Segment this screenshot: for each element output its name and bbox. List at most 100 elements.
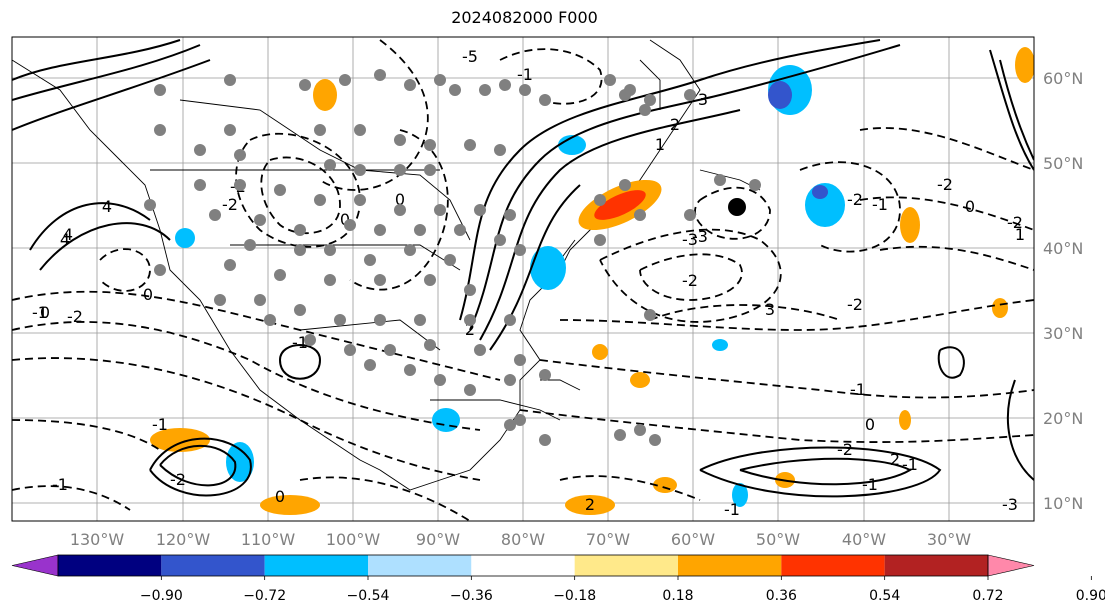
observation-dot: [374, 224, 386, 236]
contour-label: -1: [872, 195, 888, 214]
observation-dot: [254, 294, 266, 306]
contour-labels: -54-220-3-1-20-24321-3-2-10-1023-10-2-1-…: [32, 47, 1025, 519]
contour-label: -2: [682, 271, 698, 290]
observation-dot: [464, 139, 476, 151]
contour-label: 1: [1015, 225, 1025, 244]
contour-label: -1: [724, 500, 740, 519]
longitude-label: 90°W: [416, 530, 460, 549]
observation-dot: [434, 374, 446, 386]
latitude-label: 30°N: [1043, 324, 1083, 343]
contour-label: 2: [465, 320, 475, 339]
contour-label: -2: [170, 470, 186, 489]
observation-dot: [234, 179, 246, 191]
contour-label: -1: [517, 65, 533, 84]
observation-dot: [424, 274, 436, 286]
observation-dot: [154, 84, 166, 96]
observation-dot: [294, 304, 306, 316]
observation-dot: [224, 74, 236, 86]
colorbar-segment: [161, 555, 265, 576]
longitude-label: 80°W: [501, 530, 545, 549]
observation-dot: [499, 79, 511, 91]
observation-dot: [594, 234, 606, 246]
observation-dot: [374, 274, 386, 286]
observation-dot: [299, 79, 311, 91]
shaded-anomalies: [150, 47, 1034, 515]
contour-label: -1: [292, 333, 308, 352]
observation-dot: [514, 414, 526, 426]
latitude-label: 20°N: [1043, 409, 1083, 428]
observation-dot: [494, 234, 506, 246]
observation-dot: [464, 314, 476, 326]
contour-label: 2: [890, 450, 900, 469]
latitude-label: 40°N: [1043, 239, 1083, 258]
observation-dot: [194, 179, 206, 191]
observation-dot: [154, 264, 166, 276]
observation-dot: [474, 344, 486, 356]
colorbar-tick-label: 0.36: [766, 588, 797, 604]
observation-dot: [644, 94, 656, 106]
contour-label: 3: [698, 90, 708, 109]
contour-label: -2: [847, 295, 863, 314]
contour-label: 4: [102, 197, 112, 216]
observation-dot: [444, 254, 456, 266]
colorbar-tick-label: −0.54: [347, 588, 390, 604]
observation-dot: [684, 209, 696, 221]
observation-dot: [519, 84, 531, 96]
observation-dot: [314, 124, 326, 136]
observation-dot: [504, 314, 516, 326]
observation-dot: [464, 284, 476, 296]
contour-label: 0: [395, 190, 405, 209]
contour-label: 0: [40, 303, 50, 322]
observation-dot: [209, 209, 221, 221]
latitude-axis: 60°N 50°N 40°N 30°N 20°N 10°N: [1043, 69, 1083, 513]
contour-label: -1: [902, 455, 918, 474]
colorbar-tick-label: −0.72: [243, 588, 286, 604]
observation-dot: [604, 74, 616, 86]
observation-dot: [264, 314, 276, 326]
observation-dot: [504, 374, 516, 386]
observation-dot: [194, 144, 206, 156]
observation-dot: [384, 344, 396, 356]
longitude-label: 110°W: [241, 530, 296, 549]
observation-dot: [464, 384, 476, 396]
longitude-label: 40°W: [842, 530, 886, 549]
longitude-label: 120°W: [156, 530, 211, 549]
contour-label: -2: [222, 195, 238, 214]
observation-dot: [394, 134, 406, 146]
colorbar-segment: [781, 555, 885, 576]
observation-dot: [394, 164, 406, 176]
observation-dot: [434, 74, 446, 86]
observation-dot: [504, 419, 516, 431]
colorbar-ticks: −0.90 −0.72 −0.54 −0.36 −0.18 0.18 0.36 0.54 0.7…: [140, 576, 1105, 604]
observation-dot: [224, 259, 236, 271]
longitude-label: 60°W: [671, 530, 715, 549]
observation-dot: [304, 334, 316, 346]
observation-dot: [424, 139, 436, 151]
contour-label: -2: [837, 440, 853, 459]
observation-dot: [494, 144, 506, 156]
observation-dot: [714, 174, 726, 186]
contour-label: -1: [32, 303, 48, 322]
longitude-label: 130°W: [70, 530, 125, 549]
observation-dot: [294, 244, 306, 256]
observation-dot: [374, 314, 386, 326]
observation-dot: [339, 74, 351, 86]
observation-dot: [344, 344, 356, 356]
observation-dot: [394, 204, 406, 216]
observation-dot: [354, 194, 366, 206]
colorbar-tick-label: 0.90: [1076, 588, 1105, 604]
observation-dot: [414, 314, 426, 326]
colorbar-segment: [884, 555, 988, 576]
map-frame: [11, 36, 1035, 522]
observation-dot: [474, 204, 486, 216]
contour-label: 4: [63, 225, 73, 244]
contour-label: -5: [462, 47, 478, 66]
contour-label: -2: [67, 307, 83, 326]
contour-label: 3: [765, 300, 775, 319]
longitude-label: 50°W: [756, 530, 800, 549]
observation-dot: [539, 369, 551, 381]
observation-dot: [374, 69, 386, 81]
observation-dot: [414, 224, 426, 236]
observation-dot: [749, 179, 761, 191]
